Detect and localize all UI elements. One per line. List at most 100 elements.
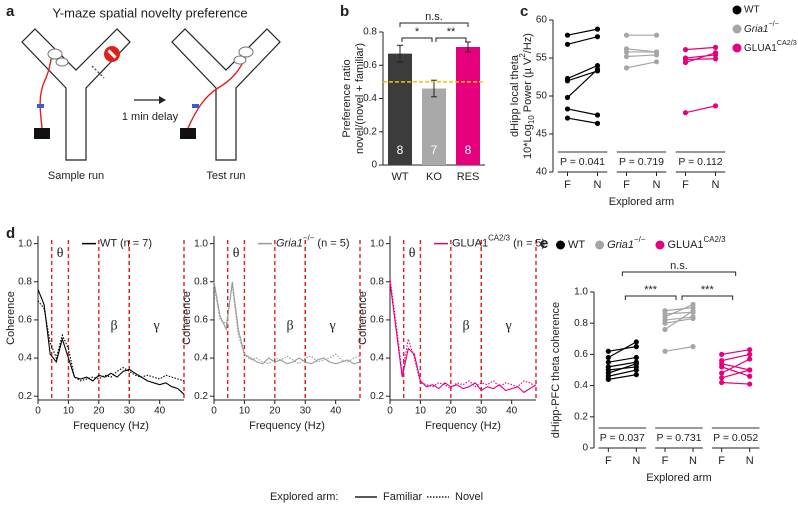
x-tick-label: F — [605, 455, 612, 467]
significance-label: n.s. — [425, 11, 443, 23]
pair-line — [685, 105, 716, 114]
series-line — [213, 285, 361, 365]
point — [605, 376, 611, 382]
x-tick-label: 20 — [445, 406, 457, 417]
point — [662, 348, 668, 354]
pair-line — [685, 54, 716, 59]
series-line — [389, 277, 537, 390]
x-tick-label: 10 — [239, 406, 251, 417]
point — [564, 115, 571, 121]
x-tick-label: 20 — [93, 406, 105, 417]
x-tick-label: KO — [426, 171, 442, 183]
x-tick-label: F — [662, 455, 669, 467]
significance-label: * — [415, 26, 420, 38]
connector — [37, 104, 44, 108]
x-axis-label: Explored arm — [609, 196, 674, 208]
point — [747, 351, 753, 357]
point — [682, 47, 689, 53]
pair-line — [608, 374, 637, 380]
pair-line — [626, 61, 657, 69]
x-tick-label: 30 — [476, 406, 488, 417]
band-label: β — [286, 318, 293, 333]
x-tick-label: 40 — [154, 406, 166, 417]
mouse — [233, 55, 247, 65]
legend-label: Gria1−/− — [744, 19, 779, 35]
pair-line — [664, 307, 694, 312]
y-tick-label: 0 — [371, 160, 377, 171]
significance-bracket — [681, 295, 734, 300]
n-label: 7 — [431, 143, 438, 157]
point — [633, 344, 639, 350]
y-tick-label: 50 — [536, 91, 548, 102]
pair-line — [567, 68, 598, 98]
point — [594, 66, 601, 72]
y-tick-label: 0.4 — [18, 353, 32, 364]
y-tick-label: 0.6 — [194, 315, 208, 326]
panel-title: Y-maze spatial novelty preference — [52, 5, 247, 20]
point — [653, 32, 660, 38]
x-tick-label: 40 — [506, 406, 518, 417]
y-axis-label: Coherence — [5, 291, 17, 345]
mouse — [238, 46, 254, 58]
x-tick-label: 10 — [63, 406, 75, 417]
text-part: Power (µ V — [522, 57, 534, 115]
point — [633, 339, 639, 345]
legend-swatch — [655, 240, 665, 250]
pair-line — [608, 341, 637, 359]
legend-title: Explored arm: — [270, 491, 338, 503]
band-label: β — [110, 318, 117, 333]
text-part: (n = 5) — [314, 238, 349, 250]
p-value-label: P = 0.041 — [560, 156, 605, 168]
bar — [388, 53, 412, 165]
pair-line — [721, 369, 750, 379]
point — [564, 106, 571, 112]
point — [662, 326, 668, 333]
point — [747, 373, 753, 379]
point — [623, 53, 630, 60]
y-tick-label: 0.8 — [574, 318, 588, 329]
point — [712, 103, 719, 109]
x-tick-label: F — [682, 179, 689, 191]
p-value-label: P = 0.037 — [600, 432, 645, 444]
pair-line — [608, 356, 637, 363]
y-tick-label: 0.6 — [370, 315, 384, 326]
x-tick-label: 0 — [211, 406, 217, 417]
point — [564, 94, 571, 101]
y-tick-label: 0.4 — [370, 353, 384, 364]
band-label: γ — [153, 318, 160, 333]
band-label: θ — [233, 246, 240, 261]
y-tick-label: 0.6 — [574, 349, 588, 360]
point — [594, 120, 601, 126]
bar — [456, 46, 480, 165]
point — [719, 379, 725, 386]
series-line — [213, 281, 361, 365]
legend-swatch — [595, 240, 605, 250]
point — [719, 375, 725, 381]
x-axis-label: Frequency (Hz) — [249, 420, 325, 432]
pair-line — [721, 366, 750, 377]
point — [712, 50, 719, 56]
y-tick-label: 0.4 — [363, 93, 377, 104]
p-value-label: P = 0.731 — [656, 432, 701, 444]
pair-line — [567, 108, 598, 116]
y-maze — [171, 28, 281, 161]
text-part: Gria1 — [744, 24, 768, 35]
band-label: θ — [409, 246, 416, 261]
legend-swatch — [732, 24, 742, 34]
mouse — [47, 48, 63, 60]
point — [747, 381, 753, 387]
band-label: γ — [505, 318, 512, 333]
pair-line — [721, 353, 750, 362]
point — [564, 32, 571, 38]
y-tick-label: 55 — [536, 53, 548, 64]
legend-label: Gria1−/− — [607, 235, 646, 251]
band-label: θ — [57, 246, 64, 261]
pair-line — [626, 54, 657, 58]
point — [594, 34, 601, 40]
point — [662, 320, 668, 326]
y-axis-label: dHipp local theta — [509, 54, 521, 137]
panel-letter: e — [540, 235, 548, 252]
y-tick-label: 0.8 — [18, 276, 32, 287]
n-label: 8 — [465, 143, 472, 157]
significance-bracket — [621, 271, 737, 276]
